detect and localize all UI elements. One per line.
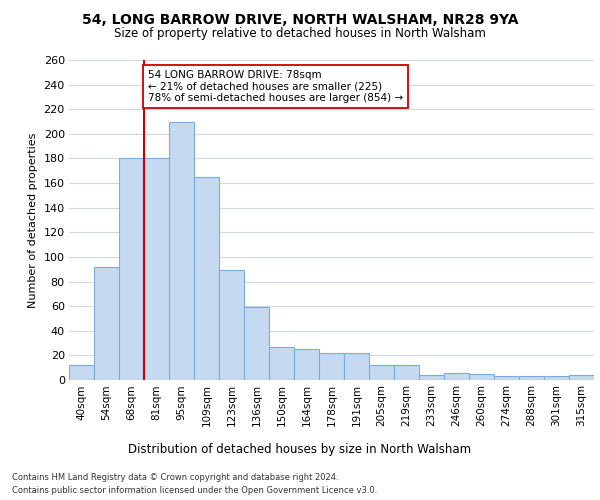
Bar [344,353,369,380]
Text: 54 LONG BARROW DRIVE: 78sqm
← 21% of detached houses are smaller (225)
78% of se: 54 LONG BARROW DRIVE: 78sqm ← 21% of det… [148,70,403,103]
Text: Contains public sector information licensed under the Open Government Licence v3: Contains public sector information licen… [12,486,377,495]
Bar [194,177,219,380]
Text: Distribution of detached houses by size in North Walsham: Distribution of detached houses by size … [128,442,472,456]
Bar [394,365,419,380]
Bar [119,158,144,380]
Bar [494,376,519,380]
Bar [144,158,169,380]
Bar [294,349,319,380]
Bar [569,375,594,380]
Bar [444,372,469,380]
Bar [69,365,94,380]
Bar [244,308,269,380]
Bar [519,376,544,380]
Bar [544,376,569,380]
Y-axis label: Number of detached properties: Number of detached properties [28,132,38,308]
Text: Size of property relative to detached houses in North Walsham: Size of property relative to detached ho… [114,28,486,40]
Bar [219,270,244,380]
Bar [94,267,119,380]
Bar [369,365,394,380]
Text: 54, LONG BARROW DRIVE, NORTH WALSHAM, NR28 9YA: 54, LONG BARROW DRIVE, NORTH WALSHAM, NR… [82,12,518,26]
Text: Contains HM Land Registry data © Crown copyright and database right 2024.: Contains HM Land Registry data © Crown c… [12,472,338,482]
Bar [269,347,294,380]
Bar [169,122,194,380]
Bar [319,353,344,380]
Bar [419,375,444,380]
Bar [469,374,494,380]
